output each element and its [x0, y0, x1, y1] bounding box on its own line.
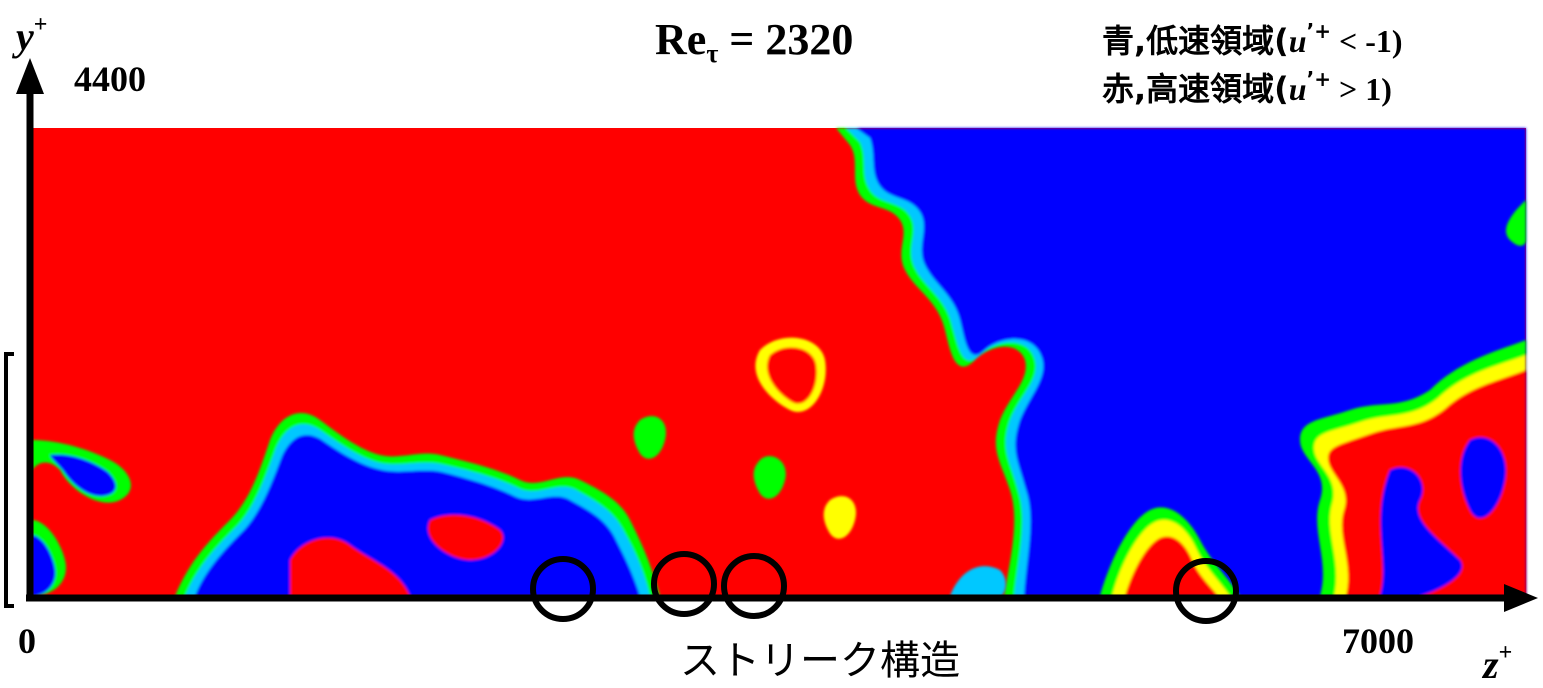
near-wall-structures: [950, 507, 1240, 596]
legend-low-speed: 青,低速領域(u’+ < -1): [1102, 16, 1403, 62]
z-max-tick: 7000: [1342, 621, 1414, 661]
streak-circle: [651, 551, 717, 617]
y-axis-sup: +: [33, 12, 48, 38]
legend-high-cond: > 1): [1330, 71, 1392, 107]
title-main: Re: [655, 15, 707, 64]
y-axis-label: y+: [16, 12, 47, 60]
legend-low-var: u: [1288, 23, 1307, 59]
y-max-tick: 4400: [74, 59, 146, 99]
streak-caption: ストリーク構造: [680, 638, 960, 684]
z-axis-letter: z: [1483, 642, 1499, 687]
z-axis-arrow: [1504, 584, 1538, 612]
left-bracket: [4, 352, 14, 608]
streak-circle: [721, 553, 787, 619]
legend-low-sup: ’+: [1306, 19, 1331, 43]
mid-structures: [633, 337, 856, 539]
legend-low-cond: < -1): [1330, 23, 1403, 59]
streak-circle: [530, 556, 596, 622]
left-edge-structures: [32, 440, 131, 596]
low-speed-region-left: [175, 412, 660, 596]
legend-high-sup: ’+: [1306, 67, 1331, 91]
streak-markers: [530, 551, 1239, 624]
streak-circle: [1173, 558, 1239, 624]
y-axis-letter: y: [16, 14, 34, 59]
chart-title: Reτ = 2320: [655, 14, 853, 69]
legend-high-var: u: [1288, 71, 1307, 107]
right-high-speed-patch: [1300, 200, 1526, 596]
z-zero-tick: 0: [18, 621, 36, 661]
z-axis-label: z+: [1483, 640, 1512, 688]
z-axis-sup: +: [1498, 640, 1513, 666]
legend-low-prefix: 青,低速領域(: [1102, 22, 1289, 60]
y-axis-arrow: [16, 58, 44, 94]
title-value: = 2320: [718, 15, 854, 64]
legend-high-speed: 赤,高速領域(u’+ > 1): [1102, 64, 1392, 110]
title-subscript: τ: [706, 39, 719, 68]
legend-high-prefix: 赤,高速領域(: [1102, 70, 1289, 108]
